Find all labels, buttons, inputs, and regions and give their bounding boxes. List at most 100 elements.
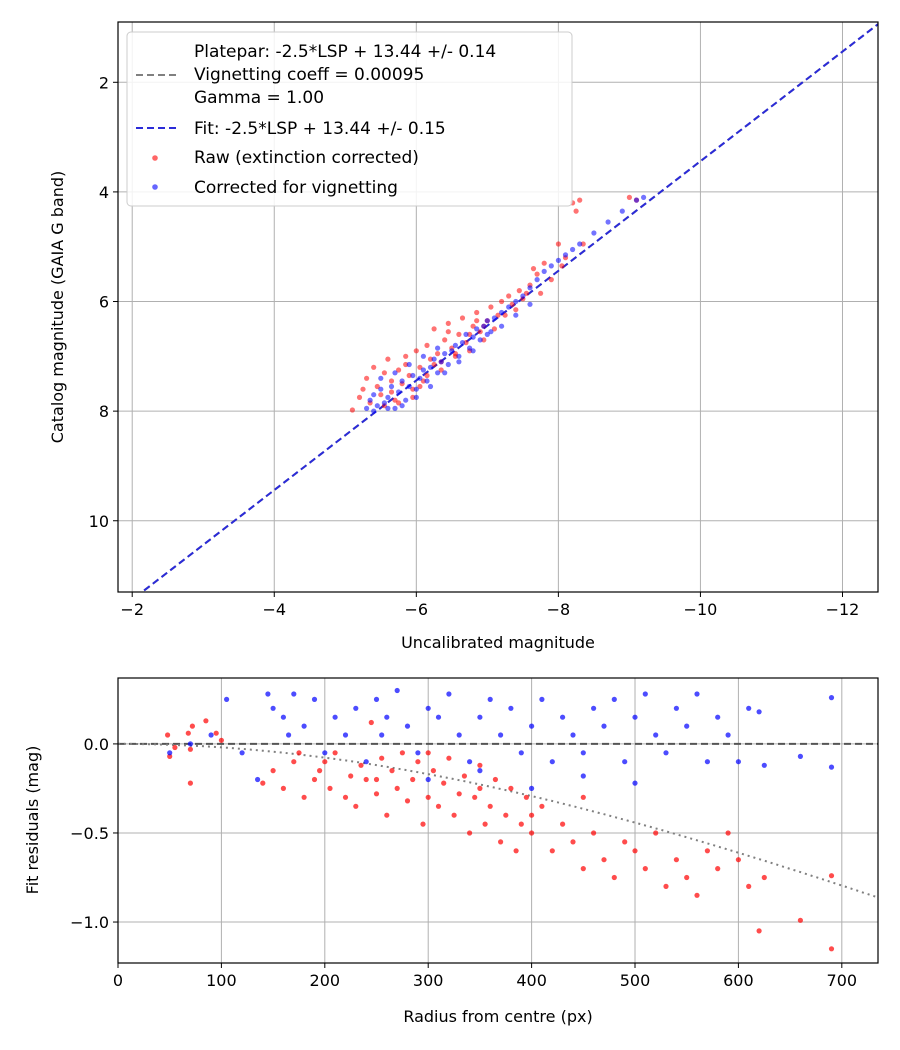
raw-point: [611, 874, 617, 881]
raw-point: [270, 768, 276, 774]
raw-point: [495, 312, 501, 318]
y-tick-label: 4: [99, 183, 109, 202]
raw-point: [413, 348, 419, 354]
raw-point: [555, 241, 562, 247]
raw-point: [482, 821, 488, 827]
corrected-point: [420, 353, 426, 359]
corrected-point: [431, 356, 437, 362]
raw-point: [477, 785, 483, 792]
raw-point: [442, 337, 448, 343]
corrected-point: [632, 780, 638, 786]
corrected-point: [413, 394, 419, 400]
raw-point: [580, 866, 586, 872]
raw-point: [472, 794, 478, 800]
raw-point: [360, 386, 366, 392]
raw-point: [368, 719, 374, 726]
raw-point: [503, 812, 509, 818]
raw-point: [404, 798, 411, 804]
corrected-point: [406, 361, 412, 368]
raw-point: [218, 737, 224, 743]
corrected-point: [388, 383, 395, 390]
y-tick-label: 10: [89, 512, 109, 531]
corrected-point: [601, 723, 607, 729]
raw-point: [203, 718, 209, 724]
corrected-point: [828, 764, 835, 770]
raw-point: [580, 794, 586, 800]
raw-point: [548, 277, 554, 283]
legend-swatch-corrected: [152, 184, 158, 190]
raw-point: [456, 331, 462, 337]
corrected-point: [562, 252, 569, 258]
raw-point: [435, 803, 442, 809]
raw-point: [356, 394, 363, 400]
corrected-point: [378, 375, 384, 381]
raw-point: [374, 383, 380, 390]
corrected-point: [513, 312, 519, 318]
corrected-point: [591, 705, 597, 711]
corrected-point: [381, 400, 387, 406]
corrected-point: [322, 750, 328, 756]
bottom-tick-labels: 0 100 200 300 400 500 600 700 0.0 −0.5 −1.0: [70, 735, 857, 990]
corrected-point: [415, 750, 421, 756]
legend-box: [126, 31, 573, 207]
raw-point: [591, 830, 597, 836]
corrected-point: [332, 714, 338, 720]
corrected-point: [384, 714, 390, 720]
raw-point: [538, 290, 544, 296]
corrected-point: [529, 785, 535, 792]
raw-point: [403, 353, 409, 359]
corrected-point: [611, 696, 617, 703]
legend-entry-raw: Raw (extinction corrected): [194, 148, 419, 168]
corrected-point: [342, 732, 349, 738]
raw-point: [389, 768, 395, 774]
corrected-point: [410, 372, 416, 379]
x-tick-label: 400: [516, 971, 547, 990]
raw-point: [502, 312, 508, 318]
raw-point: [427, 356, 434, 362]
raw-point: [317, 768, 323, 774]
raw-point: [396, 367, 402, 373]
raw-point: [761, 874, 767, 881]
corrected-point: [527, 301, 533, 307]
corrected-point: [385, 405, 391, 411]
corrected-point: [435, 370, 441, 376]
corrected-point: [632, 714, 638, 720]
raw-point: [417, 383, 423, 390]
x-tick-label: 0: [113, 971, 123, 990]
raw-point: [529, 812, 535, 818]
raw-point: [534, 271, 540, 277]
corrected-point: [442, 351, 448, 357]
raw-point: [529, 830, 535, 836]
raw-point: [498, 839, 504, 845]
raw-point: [165, 732, 171, 738]
corrected-point: [481, 323, 487, 329]
corrected-point: [477, 337, 483, 343]
raw-point: [487, 803, 493, 809]
raw-point: [384, 812, 390, 818]
raw-point: [392, 397, 398, 403]
corrected-point: [459, 340, 466, 346]
raw-point: [373, 776, 380, 783]
corrected-point: [539, 696, 545, 703]
raw-point: [358, 762, 364, 768]
raw-point: [394, 785, 400, 792]
raw-point: [280, 785, 286, 792]
x-tick-label: 300: [413, 971, 444, 990]
corrected-point: [735, 759, 742, 765]
raw-point: [452, 351, 458, 357]
raw-point: [626, 194, 633, 200]
raw-point: [570, 839, 576, 845]
corrected-point: [374, 403, 380, 409]
corrected-point: [396, 389, 402, 395]
x-tick-label: 700: [827, 971, 858, 990]
legend-entry-corrected: Corrected for vignetting: [194, 178, 398, 198]
corrected-point: [363, 759, 369, 765]
raw-point: [451, 812, 457, 818]
corrected-point: [580, 773, 586, 779]
raw-point: [577, 197, 583, 203]
corrected-point: [756, 709, 762, 715]
corrected-point: [506, 304, 512, 310]
raw-point: [342, 794, 349, 800]
corrected-point: [301, 723, 307, 729]
raw-point: [349, 407, 355, 413]
